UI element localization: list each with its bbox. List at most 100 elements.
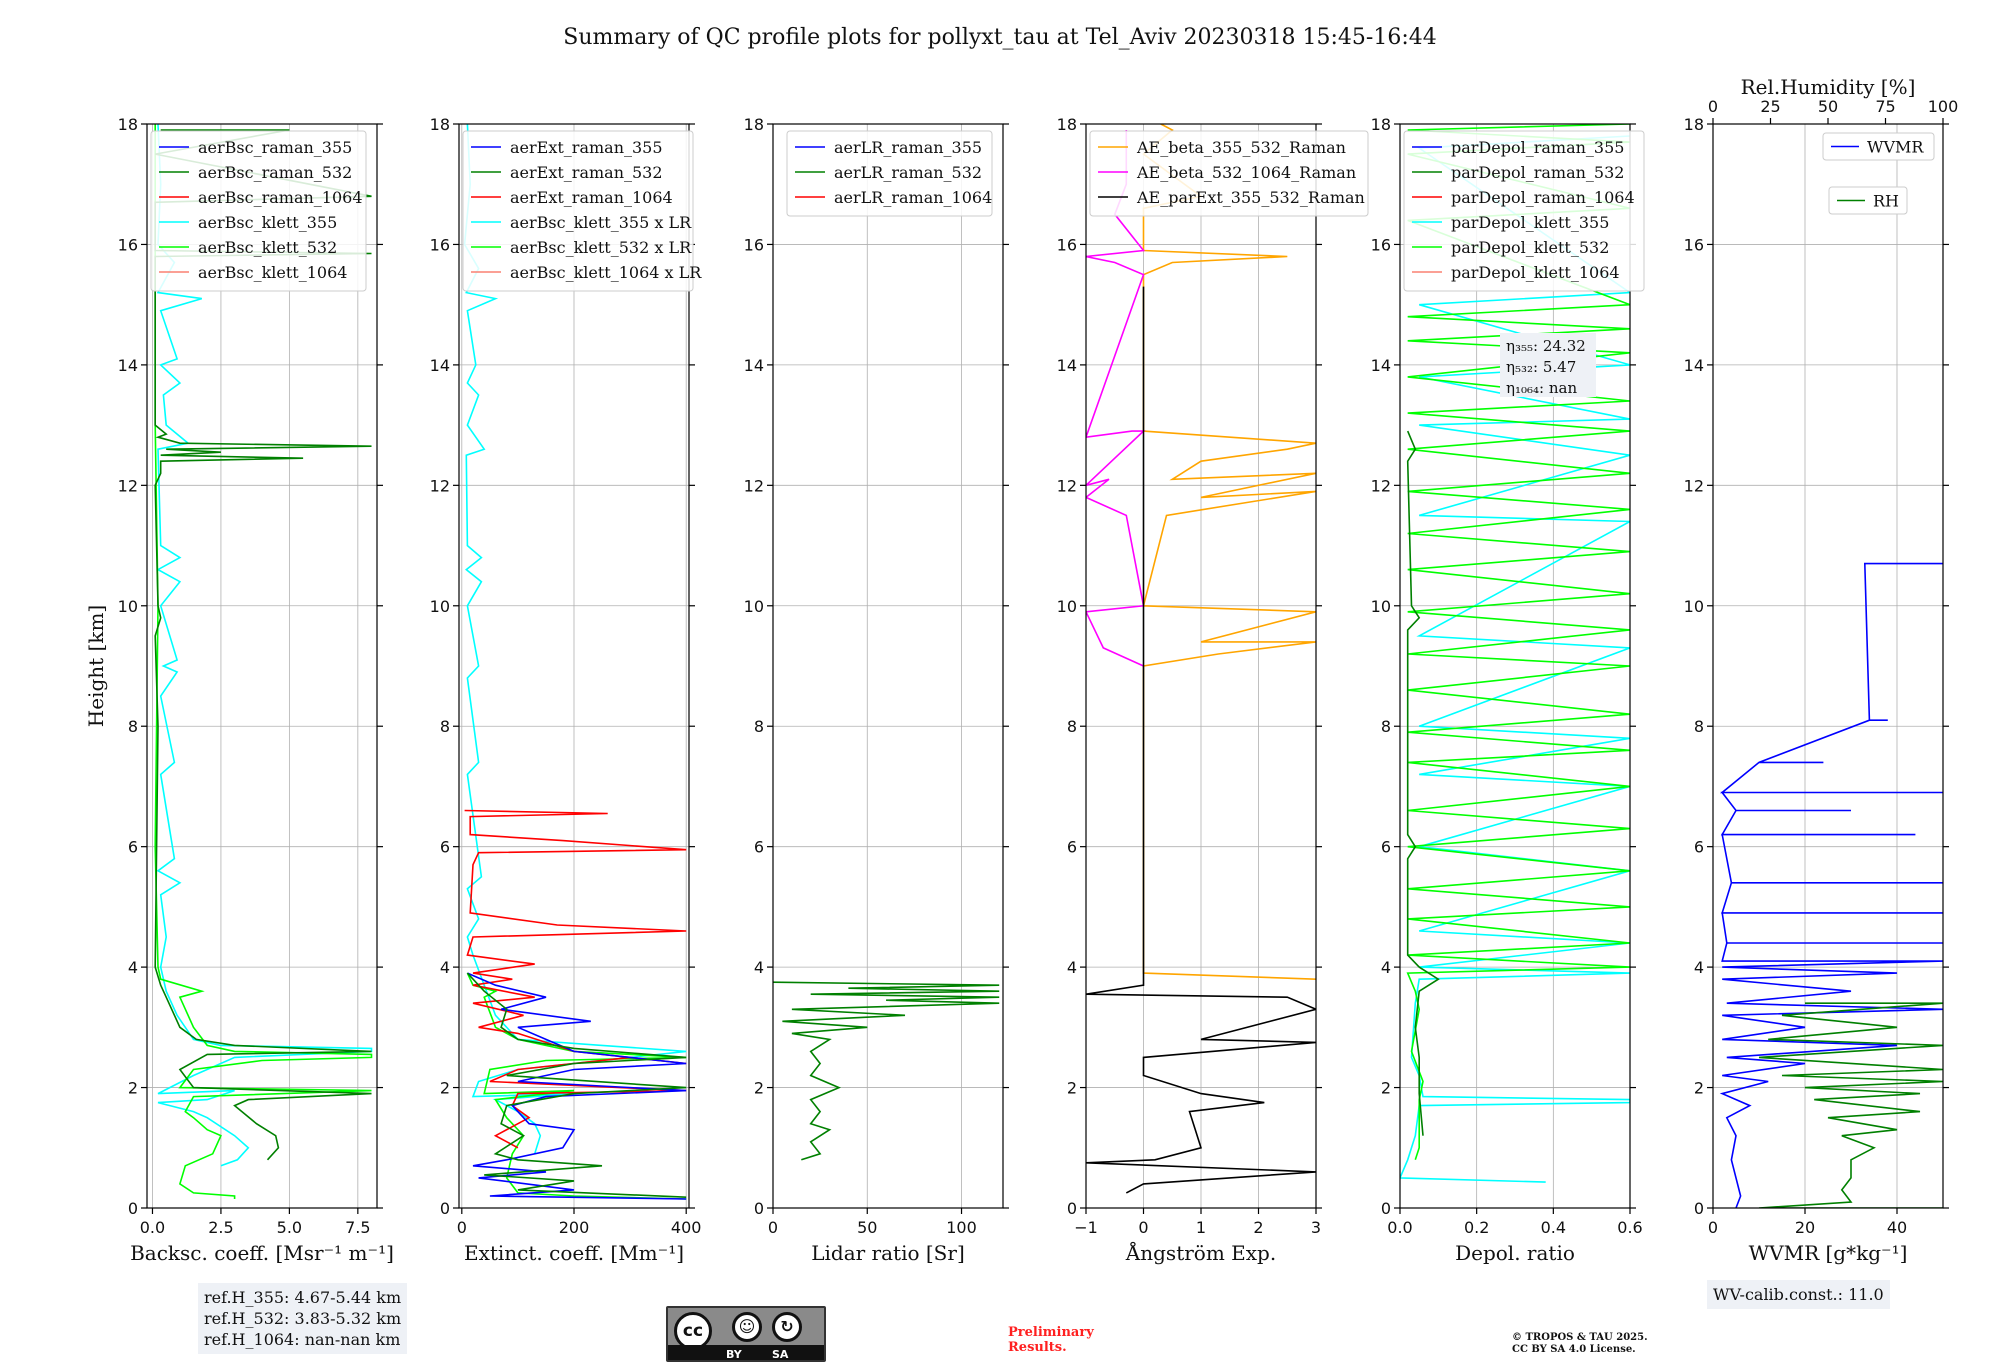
legend-label: aerExt_raman_1064 — [510, 188, 673, 207]
x-tick-label: 2 — [1253, 1218, 1263, 1237]
series-line-parDepol_raman_532 — [1406, 430, 1440, 1136]
panel-dep: 0 2 4 6 8 10 12 14 16 18 0.0 0.2 0.4 0.6 Depol. ratio p… — [1371, 115, 1645, 1265]
x-tick-label: 7.5 — [345, 1218, 370, 1237]
license-bar — [668, 1345, 824, 1360]
x-tick-label: 200 — [559, 1218, 590, 1237]
y-tick-label: 6 — [1067, 838, 1077, 857]
y-tick-label: 2 — [1381, 1079, 1391, 1098]
legend-label: RH — [1873, 192, 1899, 211]
y-tick-label: 12 — [430, 476, 450, 495]
x-axis-label: Depol. ratio — [1455, 1241, 1575, 1265]
series-line-aerBsc_klett_355 x LR — [463, 124, 687, 1155]
legend-ext: aerExt_raman_355 aerExt_raman_532 aerExt_r… — [462, 130, 702, 292]
y-tick-label: 4 — [1067, 958, 1077, 977]
depol-annotation: η₃₅₅: 24.32 η₅₃₂: 5.47 η₁₀₆₄: nan — [1500, 333, 1596, 397]
y-tick-label: 8 — [754, 717, 764, 736]
y-tick-label: 0 — [1067, 1199, 1077, 1218]
series-group-ext — [463, 124, 687, 1200]
legend-box — [1403, 130, 1645, 292]
y-tick-label: 6 — [754, 838, 764, 857]
y-tick-label: 8 — [1067, 717, 1077, 736]
x-tick-label: 0.4 — [1541, 1218, 1566, 1237]
legend-label: aerBsc_raman_355 — [198, 138, 352, 157]
y-tick-label: 16 — [1057, 235, 1077, 254]
legend-lr: aerLR_raman_355 aerLR_raman_532 aerLR_rama… — [786, 130, 993, 217]
x-tick-label: 5.0 — [277, 1218, 302, 1237]
wv-calib-const: WV-calib.const.: 11.0 — [1713, 1285, 1884, 1304]
y-tick-label: 4 — [128, 958, 138, 977]
legend-label: aerBsc_klett_1064 — [198, 263, 347, 282]
legend-label: aerLR_raman_1064 — [834, 188, 992, 207]
y-tick-label: 0 — [1381, 1199, 1391, 1218]
x-tick-label: 100 — [946, 1218, 977, 1237]
wv-calib-box: WV-calib.const.: 11.0 — [1707, 1280, 1890, 1309]
y-tick-label: 8 — [1381, 717, 1391, 736]
series-line-aerLR_raman_532 — [773, 981, 1000, 1161]
legend-label: aerExt_raman_355 — [510, 138, 663, 157]
legend-wv: WVMR RH — [1822, 132, 1935, 215]
y-tick-label: 18 — [118, 115, 138, 134]
legend-label: parDepol_raman_532 — [1451, 163, 1624, 182]
series-line-aerBsc_klett_355 — [156, 124, 373, 1167]
y-tick-label: 18 — [744, 115, 764, 134]
legend-bsc: aerBsc_raman_355 aerBsc_raman_532 aerBsc_r… — [150, 130, 367, 292]
x-axis-label: WVMR [g*kg⁻¹] — [1749, 1241, 1908, 1265]
cc-icon: cc — [674, 1312, 712, 1350]
copyright-note: © TROPOS & TAU 2025. CC BY SA 4.0 Licens… — [1512, 1332, 1648, 1356]
y-tick-label: 10 — [1371, 597, 1391, 616]
y-tick-label: 18 — [430, 115, 450, 134]
panel-ext: 0 2 4 6 8 10 12 14 16 18 0 200 400 Extinct. coeff. [M… — [430, 115, 703, 1265]
x-axis-label: Lidar ratio [Sr] — [811, 1241, 965, 1265]
y-tick-label: 0 — [440, 1199, 450, 1218]
y-tick-label: 18 — [1684, 115, 1704, 134]
x-tick-label: 1 — [1196, 1218, 1206, 1237]
y-tick-label: 14 — [118, 356, 138, 375]
y-tick-label: 16 — [1684, 235, 1704, 254]
y-tick-label: 2 — [1067, 1079, 1077, 1098]
legend-label: parDepol_klett_355 — [1451, 213, 1609, 232]
legend-label: AE_parExt_355_532_Raman — [1136, 188, 1365, 207]
top-x-tick-label: 100 — [1928, 97, 1959, 116]
series-group-dep — [1400, 124, 1630, 1183]
annotation-line: η₁₀₆₄: nan — [1506, 379, 1577, 397]
x-tick-label: 0.2 — [1464, 1218, 1489, 1237]
legend-box — [462, 130, 694, 292]
y-tick-label: 12 — [1684, 476, 1704, 495]
annotation-box — [1500, 333, 1596, 397]
y-tick-label: 2 — [128, 1079, 138, 1098]
top-x-tick-label: 50 — [1818, 97, 1838, 116]
y-tick-label: 10 — [1684, 597, 1704, 616]
legend-ae: AE_beta_355_532_Raman AE_beta_532_1064_Ra… — [1089, 130, 1369, 217]
y-tick-label: 12 — [118, 476, 138, 495]
x-tick-label: 0 — [457, 1218, 467, 1237]
legend-label: parDepol_raman_355 — [1451, 138, 1624, 157]
ref-height-box: ref.H_355: 4.67-5.44 km ref.H_532: 3.83-… — [198, 1283, 408, 1354]
x-tick-label: 20 — [1795, 1218, 1815, 1237]
series-line-AE_beta_355_532_Raman — [1142, 124, 1316, 980]
y-axis-label: Height [km] — [84, 605, 108, 727]
legend-label: WVMR — [1867, 138, 1924, 157]
y-tick-label: 4 — [1381, 958, 1391, 977]
legend-box — [1822, 132, 1935, 161]
y-tick-label: 4 — [440, 958, 450, 977]
series-group-lr — [773, 981, 1000, 1161]
series-line-aerExt_raman_1064 — [464, 809, 687, 1149]
y-tick-label: 14 — [1371, 356, 1391, 375]
copyright-line2: CC BY SA 4.0 License. — [1512, 1344, 1636, 1355]
x-tick-label: 50 — [857, 1218, 877, 1237]
y-tick-label: 16 — [1371, 235, 1391, 254]
y-tick-label: 10 — [744, 597, 764, 616]
y-tick-label: 8 — [1694, 717, 1704, 736]
legend-label: aerLR_raman_532 — [834, 163, 982, 182]
annotation-line: η₅₃₂: 5.47 — [1506, 358, 1576, 376]
legend-label: aerExt_raman_532 — [510, 163, 663, 182]
y-tick-label: 8 — [440, 717, 450, 736]
share-alike-icon: ↻ — [772, 1312, 802, 1342]
preliminary-line2: Results. — [1008, 1340, 1067, 1355]
legend-label: AE_beta_532_1064_Raman — [1136, 163, 1356, 182]
axes-frame-lr — [772, 123, 1004, 1209]
legend-label: aerBsc_klett_532 — [198, 238, 337, 257]
annotation-line: η₃₅₅: 24.32 — [1506, 337, 1586, 355]
series-group-wv — [1719, 562, 1943, 1208]
